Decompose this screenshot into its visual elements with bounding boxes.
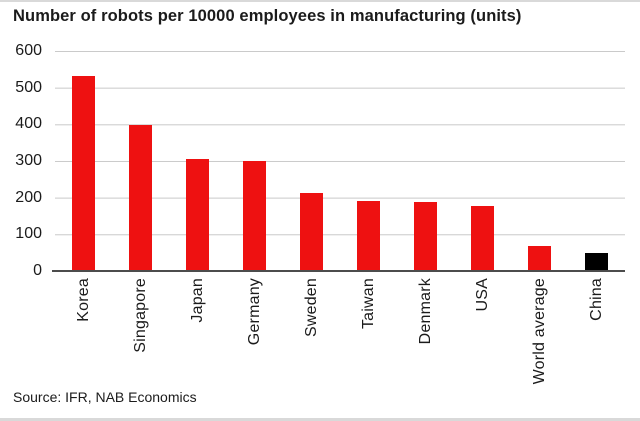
bar-usa [471,206,494,271]
x-axis-labels: Korea Singapore Japan Germany Sweden Taiwan De… [55,278,625,400]
y-axis-tick-label: 200 [15,188,42,206]
y-axis-tick-label: 500 [15,78,42,96]
y-axis-tick-label: 0 [33,262,42,279]
bars-row [55,51,625,271]
x-axis-label: Japan [188,278,206,323]
bar-world-average [528,245,551,271]
y-axis-tick-label: 400 [15,115,42,133]
bar-taiwan [357,201,380,271]
bar-japan [186,159,209,271]
y-axis-tick-label: 100 [15,225,42,243]
x-axis-label: World average [530,278,548,385]
y-axis-tick-label: 600 [15,42,42,59]
bar-korea [72,76,95,271]
x-axis-label: Sweden [302,278,320,338]
bar-china [585,253,608,271]
y-axis-tick-label: 300 [15,152,42,169]
bar-sweden [300,193,323,271]
x-axis-label: China [587,278,605,321]
x-axis-label: Denmark [416,278,434,345]
y-axis: 600 500 400 300 200 100 0 [0,0,42,421]
chart-title: Number of robots per 10000 employees in … [13,7,522,25]
x-axis-label: USA [473,278,491,312]
top-border [0,0,640,2]
x-axis-line [52,270,625,272]
bottom-border [0,418,640,421]
x-axis-label: Korea [74,278,92,322]
x-axis-label: Singapore [131,278,149,353]
x-axis-label: Taiwan [359,278,377,330]
x-axis-label: Germany [245,278,263,346]
bar-germany [243,160,266,271]
source-note: Source: IFR, NAB Economics [13,389,197,405]
bar-denmark [414,202,437,271]
bar-singapore [129,125,152,271]
